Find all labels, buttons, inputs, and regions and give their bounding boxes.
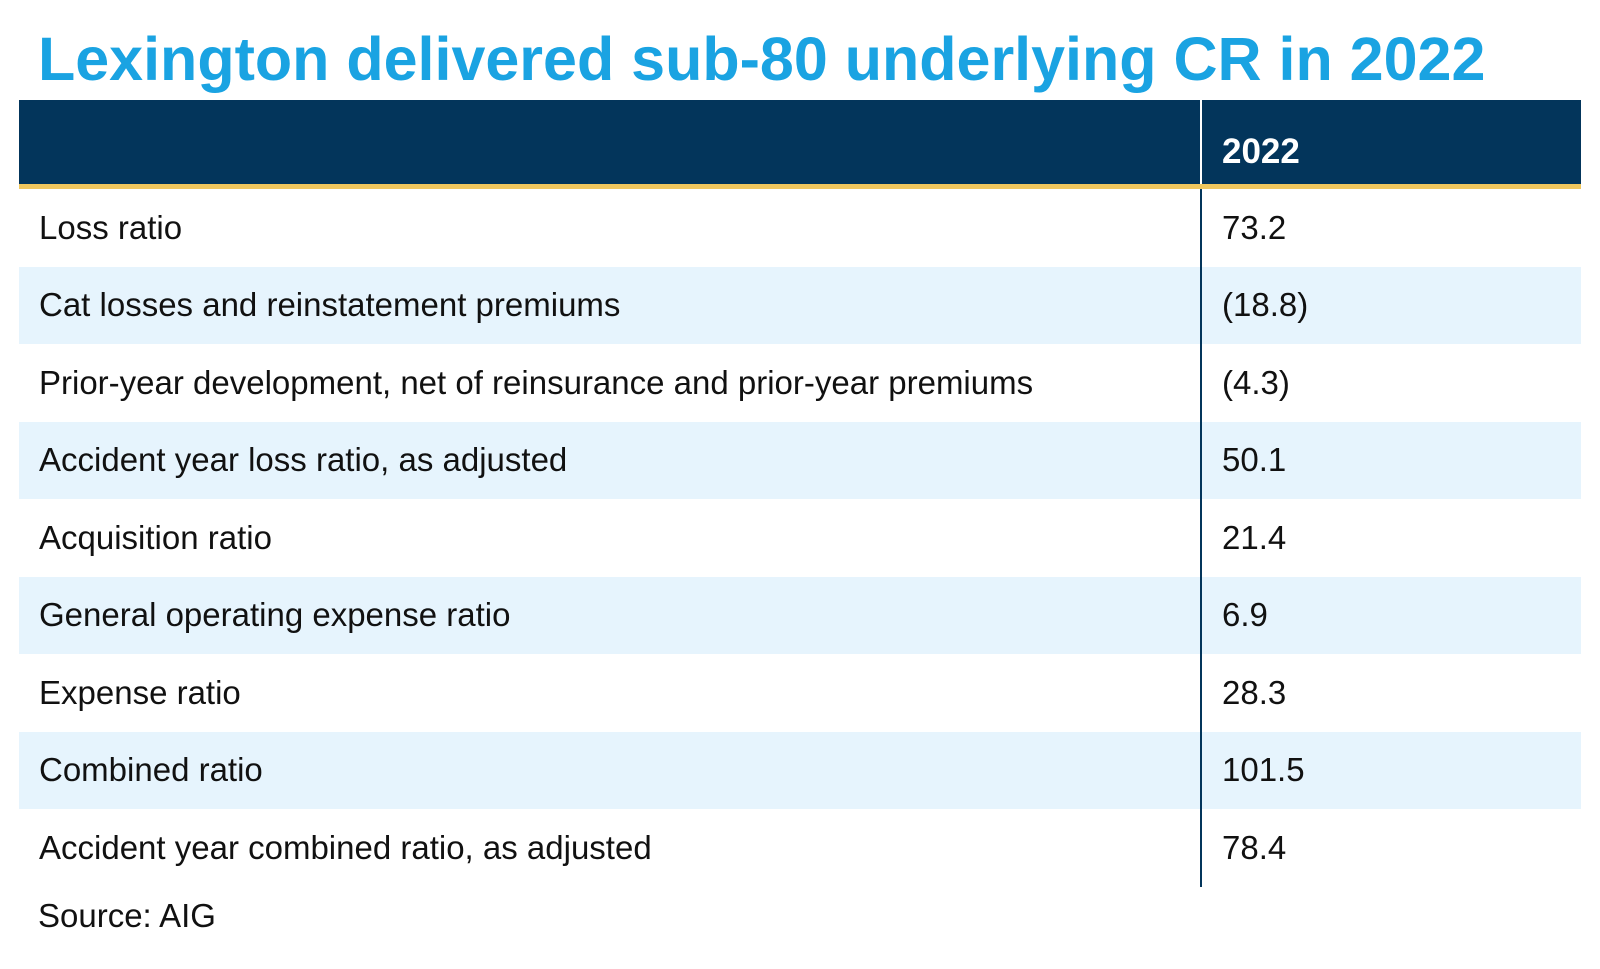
table-row: Loss ratio 73.2 bbox=[19, 186, 1581, 267]
row-value: 73.2 bbox=[1200, 186, 1581, 267]
row-value: 21.4 bbox=[1200, 499, 1581, 577]
table-row: Combined ratio 101.5 bbox=[19, 731, 1581, 809]
source-note: Source: AIG bbox=[38, 897, 216, 934]
ratio-table: 2022 Loss ratio 73.2 Cat losses and reinst… bbox=[19, 100, 1581, 887]
row-label: Combined ratio bbox=[19, 731, 1201, 809]
column-header-year: 2022 bbox=[1200, 100, 1581, 189]
row-value: 6.9 bbox=[1200, 576, 1581, 654]
data-table: 2022 Loss ratio 73.2 Cat losses and reinst… bbox=[19, 100, 1581, 887]
row-label: Cat losses and reinstatement premiums bbox=[19, 266, 1201, 344]
row-value: 101.5 bbox=[1200, 731, 1581, 809]
table-row: Accident year combined ratio, as adjuste… bbox=[19, 809, 1581, 887]
row-value: 78.4 bbox=[1200, 809, 1581, 887]
row-value: 50.1 bbox=[1200, 421, 1581, 499]
row-label: Acquisition ratio bbox=[39, 518, 272, 556]
table-row: Prior-year development, net of reinsuran… bbox=[19, 344, 1581, 422]
chart-title: Lexington delivered sub-80 underlying CR… bbox=[38, 25, 1486, 93]
table-row: Expense ratio 28.3 bbox=[19, 654, 1581, 732]
row-label: General operating expense ratio bbox=[19, 576, 1201, 654]
row-label: Accident year combined ratio, as adjuste… bbox=[39, 828, 652, 866]
row-label: Expense ratio bbox=[39, 673, 241, 711]
row-value: (4.3) bbox=[1200, 344, 1581, 422]
column-header-label bbox=[19, 100, 1201, 189]
row-label: Loss ratio bbox=[39, 208, 183, 246]
table-row: Accident year loss ratio, as adjusted 50.… bbox=[19, 421, 1581, 499]
table-row: Acquisition ratio 21.4 bbox=[19, 499, 1581, 577]
table-body: Loss ratio 73.2 Cat losses and reinstateme… bbox=[19, 186, 1581, 887]
row-value: (18.8) bbox=[1200, 266, 1581, 344]
row-label: Accident year loss ratio, as adjusted bbox=[19, 421, 1201, 499]
row-value: 28.3 bbox=[1200, 654, 1581, 732]
table-row: General operating expense ratio 6.9 bbox=[19, 576, 1581, 654]
table-header-row: 2022 bbox=[19, 100, 1581, 189]
table-row: Cat losses and reinstatement premiums (18… bbox=[19, 266, 1581, 344]
row-label: Prior-year development, net of reinsuran… bbox=[39, 363, 1034, 401]
